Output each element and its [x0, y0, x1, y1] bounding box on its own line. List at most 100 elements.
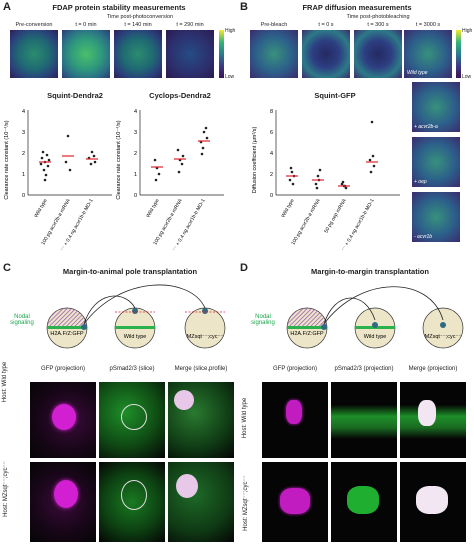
plot-a1: Clearance rate constant (10⁻⁴/s) 0 1 2 3… [3, 109, 112, 250]
panel-b-thumb-label-0: Pre-bleach [260, 22, 288, 28]
panel-c-gfp-mz [30, 462, 96, 542]
panel-c-row-0: Host: Wild type [2, 361, 8, 403]
panel-a-subtitle: Time post-photoconversion [106, 14, 174, 20]
panel-c-col-0: GFP (projection) [41, 366, 85, 372]
panel-b-colorbar-low: Low [462, 74, 472, 80]
panel-c-title: Margin-to-animal pole transplantation [62, 267, 198, 276]
plot-b-ytick: 4 [270, 151, 273, 157]
panel-d-psmad-mz [331, 462, 397, 542]
plot-b-ytick: 0 [270, 193, 273, 199]
plot-a2-ylabel: Clearance rate constant (10⁻⁴/s) [115, 120, 122, 199]
panel-d-gfp-mz [262, 462, 328, 542]
panel-d-col-2: Merge (projection) [408, 366, 458, 372]
plot-b: Diffusion coefficient (µm²/s) 0 2 4 6 8 … [252, 109, 400, 250]
panel-b-image-t300 [354, 30, 402, 78]
panel-b-title: FRAP diffusion measurements [302, 3, 412, 12]
plot-a1-title: Squint-Dendra2 [47, 91, 103, 100]
plot-a1-ytick: 2 [22, 151, 25, 157]
panel-b-subtitle: Time post-photobleaching [346, 14, 410, 20]
plot-b-group: 100 pg acvr2b-a mRNA [290, 197, 322, 246]
panel-c-col-1: pSmad2/3 (slice) [109, 366, 155, 372]
plot-a2-title: Cyclops-Dendra2 [149, 91, 211, 100]
panel-b-side-label-2: + oep [414, 179, 427, 185]
panel-b-side-label-0: Wild type [407, 70, 428, 76]
plot-a2-ytick: 4 [134, 109, 137, 115]
panel-a-image-t290 [166, 30, 214, 78]
panel-d-letter: D [240, 262, 248, 274]
plot-a2: Clearance rate constant (10⁻⁴/s) 0 1 2 3… [115, 109, 224, 250]
plot-a2-ytick: 3 [134, 130, 137, 136]
panel-c-donor-label: H2A.F/Z:GFP [50, 331, 84, 337]
plot-a1-ytick: 3 [22, 130, 25, 136]
plot-a2-ytick: 0 [134, 193, 137, 199]
panel-d-row-1: Host: MZsqt⁻⁻;cyc⁻⁻ [243, 475, 249, 531]
plot-b-ytick: 8 [270, 109, 273, 115]
panel-b-thumb-label-3: t = 3000 s [415, 22, 441, 28]
panel-b-image-t3000 [404, 30, 452, 78]
panel-b-letter: B [240, 1, 248, 13]
panel-d-row-0: Host: Wild type [242, 397, 248, 439]
plot-b-ylabel: Diffusion coefficient (µm²/s) [252, 127, 258, 194]
panel-d-merge-mz [400, 462, 466, 542]
panel-c-host1-label: Wild type [124, 334, 147, 340]
panel-a-thumb-label-0: Pre-conversion [15, 22, 53, 28]
plot-a1-ytick: 1 [22, 172, 25, 178]
panel-d-psmad-wt [331, 382, 397, 458]
panel-d-col-0: GFP (projection) [273, 366, 317, 372]
panel-c-nodal-label: Nodal signaling [10, 314, 34, 326]
panel-c-gfp-wt [30, 382, 96, 458]
plot-a2-ytick: 2 [134, 151, 137, 157]
panel-c-merge-wt [168, 382, 234, 458]
panel-b-side-label-1: + acvr2b-a [414, 124, 438, 130]
panel-b-colorbar-high: High [462, 28, 473, 34]
panel-d-host2-label: MZsqt⁻⁻;cyc⁻⁻ [425, 334, 462, 340]
panel-a-colorbar-low: Low [225, 74, 235, 80]
plot-a1-ytick: 0 [22, 193, 25, 199]
panel-d-gfp-wt [262, 382, 328, 458]
panel-c-psmad-wt [99, 382, 165, 458]
panel-d-nodal-label: Nodal signaling [251, 314, 275, 326]
panel-b-image-t0 [302, 30, 350, 78]
plot-b-title: Squint-GFP [314, 91, 356, 100]
panel-a-image-t0 [62, 30, 110, 78]
plot-b-ytick: 2 [270, 172, 273, 178]
panel-a-thumb-label-1: t = 0 min [75, 22, 97, 28]
panel-c-host2-label: MZsqt⁻⁻;cyc⁻⁻ [187, 334, 224, 340]
panel-c-row-1: Host: MZsqt⁻⁻;cyc⁻⁻ [3, 461, 9, 517]
panel-c-schematic: H2A.F/Z:GFP Wild type MZsqt⁻⁻;cyc⁻⁻ [46, 284, 226, 349]
panel-c-col-2: Merge (slice,profile) [174, 366, 228, 372]
panel-a-colorbar [219, 30, 224, 78]
panel-a-thumb-label-3: t = 290 min [176, 22, 204, 28]
panel-d-schematic: H2A.F/Z:GFP Wild type MZsqt⁻⁻;cyc⁻⁻ [286, 286, 464, 349]
plot-a1-group: Wild type [33, 198, 49, 219]
panel-a-letter: A [3, 1, 11, 13]
panel-b-image-prebleach [250, 30, 298, 78]
panel-c-psmad-mz [99, 462, 165, 542]
panel-a-image-t140 [114, 30, 162, 78]
panel-b-side-label-3: - acvr1b [414, 234, 433, 240]
panel-b-thumb-label-1: t = 0 s [318, 22, 334, 28]
panel-d-title: Margin-to-margin transplantation [311, 267, 429, 276]
plot-a1-ylabel: Clearance rate constant (10⁻⁴/s) [3, 120, 10, 199]
panel-b-image-acvr2b [412, 82, 460, 132]
panel-a-colorbar-high: High [225, 28, 236, 34]
panel-c-merge-mz [168, 462, 234, 542]
panel-b-colorbar [456, 30, 461, 78]
panel-c-letter: C [3, 262, 11, 274]
panel-a-image-pre [10, 30, 58, 78]
plot-a1-ytick: 4 [22, 109, 25, 115]
panel-d-donor-label: H2A.F/Z:GFP [290, 331, 324, 337]
plot-b-group: Wild type [280, 198, 296, 219]
panel-d-host1-label: Wild type [364, 334, 387, 340]
panel-a-title: FDAP protein stability measurements [52, 3, 186, 12]
panel-a-thumb-label-2: t = 140 min [124, 22, 152, 28]
plot-a2-ytick: 1 [134, 172, 137, 178]
plot-b-group: 50 pg oep mRNA [323, 197, 348, 234]
plot-a2-group: Wild type [145, 198, 161, 219]
plot-b-ytick: 6 [270, 130, 273, 136]
panel-d-merge-wt [400, 382, 466, 458]
panel-b-image-oep [412, 137, 460, 187]
panel-d-col-1: pSmad2/3 (projection) [334, 366, 394, 372]
panel-b-thumb-label-2: t = 300 s [367, 22, 389, 28]
panel-b-image-acvr1b [412, 192, 460, 242]
